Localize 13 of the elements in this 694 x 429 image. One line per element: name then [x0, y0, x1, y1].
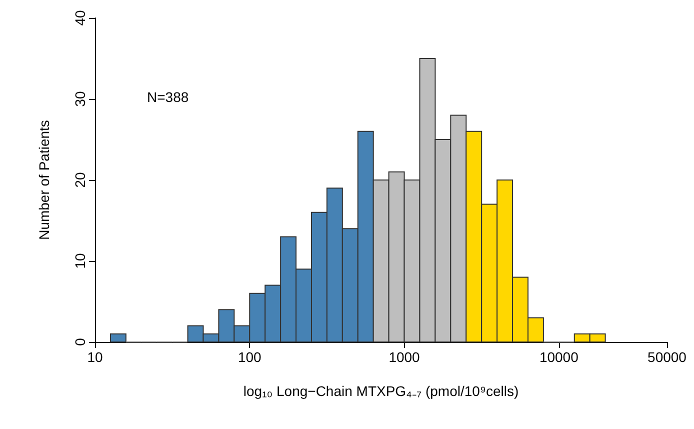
x-tick-label: 10 [87, 349, 103, 365]
x-tick-label: 50000 [648, 349, 687, 365]
y-tick-label: 10 [72, 253, 88, 269]
x-axis-title: log₁₀ Long−Chain MTXPG₄₋₇ (pmol/10⁹cells) [243, 383, 519, 399]
x-tick-label: 10000 [539, 349, 579, 365]
y-tick-label: 0 [72, 338, 88, 346]
y-tick-label: 40 [72, 10, 88, 26]
x-tick-label: 100 [238, 349, 262, 365]
y-axis-title: Number of Patients [36, 120, 52, 240]
annotation: N=388 [147, 89, 189, 105]
y-tick-label: 30 [72, 91, 88, 107]
x-tick-label: 1000 [388, 349, 420, 365]
y-tick-label: 20 [72, 172, 88, 188]
